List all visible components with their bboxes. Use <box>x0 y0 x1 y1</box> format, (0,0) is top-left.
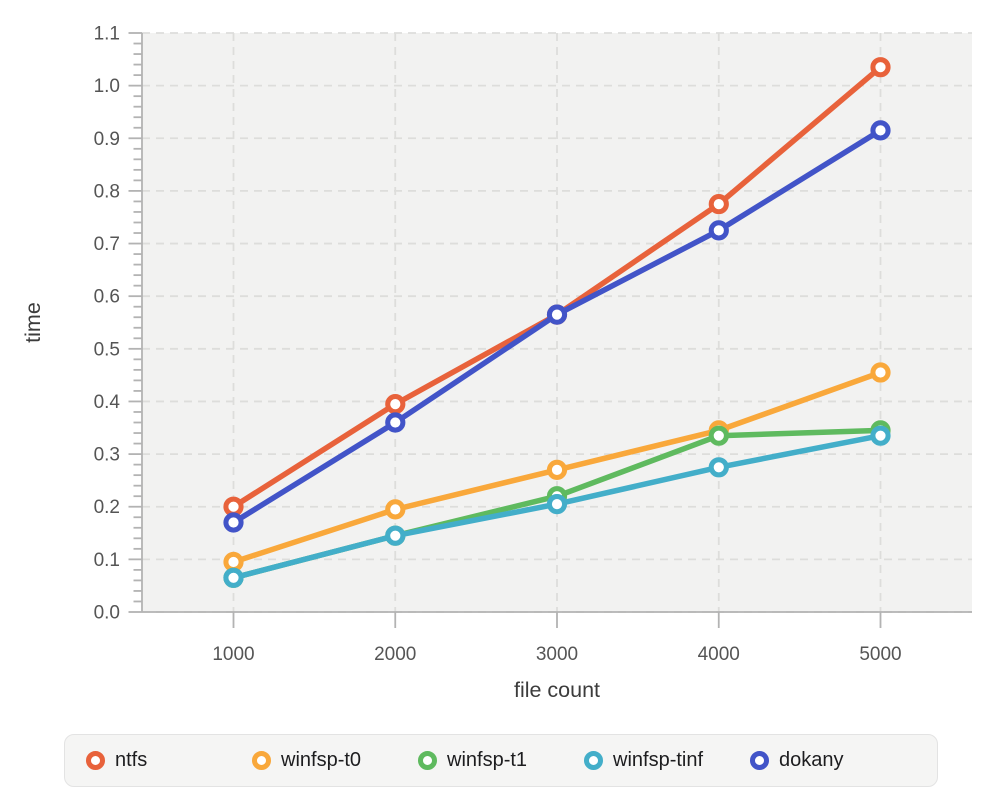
legend-item-ntfs: ntfs <box>86 749 252 772</box>
line-chart: 0.0 0.1 0.2 0.3 0.4 0.5 0.6 0.7 0.8 0.9 1.0 1.1 1000… <box>21 24 972 702</box>
series-marker-icon <box>252 751 271 770</box>
x-axis-title: file count <box>514 678 600 702</box>
data-point-dokany-2000 <box>385 412 406 433</box>
data-point-winfsp-tinf-5000 <box>870 425 891 446</box>
data-point-winfsp-t0-1000 <box>223 551 244 573</box>
svg-text:1.1: 1.1 <box>94 24 120 45</box>
data-point-ntfs-4000 <box>708 194 729 215</box>
svg-text:0.4: 0.4 <box>94 392 121 413</box>
data-point-winfsp-tinf-2000 <box>385 525 406 546</box>
legend-label: winfsp-t0 <box>281 749 362 771</box>
legend: ntfs winfsp-t0 winfsp-t1 winfsp-tinf dok… <box>64 734 938 787</box>
legend-label: ntfs <box>115 749 148 771</box>
data-point-ntfs-1000 <box>223 496 244 517</box>
legend-item-winfsp-tinf: winfsp-tinf <box>584 749 750 772</box>
legend-item-winfsp-t1: winfsp-t1 <box>418 749 584 772</box>
svg-text:3000: 3000 <box>536 644 578 665</box>
data-point-winfsp-tinf-4000 <box>708 457 729 478</box>
data-point-winfsp-tinf-1000 <box>223 567 244 588</box>
y-axis-title: time <box>21 302 45 343</box>
axes <box>128 32 972 628</box>
svg-text:0.3: 0.3 <box>94 445 120 466</box>
svg-text:5000: 5000 <box>859 644 901 665</box>
data-point-dokany-4000 <box>708 220 729 241</box>
series-marker-icon <box>86 751 105 770</box>
data-point-ntfs-2000 <box>385 394 406 415</box>
svg-text:0.5: 0.5 <box>94 339 120 360</box>
data-point-ntfs-5000 <box>870 57 891 78</box>
svg-text:0.9: 0.9 <box>94 129 120 150</box>
legend-label: winfsp-tinf <box>613 749 704 771</box>
data-point-winfsp-tinf-3000 <box>546 494 568 515</box>
svg-text:0.1: 0.1 <box>94 550 120 571</box>
data-point-winfsp-t0-2000 <box>385 499 406 520</box>
svg-text:0.2: 0.2 <box>94 497 120 518</box>
x-axis-tick-labels: 1000 2000 3000 4000 5000 <box>212 644 901 665</box>
svg-text:1000: 1000 <box>212 644 254 665</box>
svg-text:1.0: 1.0 <box>94 76 120 97</box>
svg-text:4000: 4000 <box>698 644 740 665</box>
series-dokany <box>223 120 891 533</box>
series-winfsp-tinf <box>223 425 891 588</box>
svg-text:0.6: 0.6 <box>94 287 120 308</box>
data-point-dokany-3000 <box>546 304 568 325</box>
data-point-dokany-1000 <box>223 512 244 533</box>
data-point-winfsp-t0-5000 <box>870 362 891 383</box>
data-point-dokany-5000 <box>870 120 891 141</box>
data-point-winfsp-t0-3000 <box>546 459 568 480</box>
svg-text:0.8: 0.8 <box>94 181 120 202</box>
svg-text:0.7: 0.7 <box>94 234 120 255</box>
svg-text:0.0: 0.0 <box>94 603 120 624</box>
series-marker-icon <box>418 751 437 770</box>
legend-item-dokany: dokany <box>750 749 916 772</box>
legend-label: winfsp-t1 <box>447 749 528 771</box>
series-marker-icon <box>584 751 603 770</box>
svg-text:2000: 2000 <box>374 644 416 665</box>
data-point-winfsp-t1-4000 <box>708 425 729 446</box>
series-marker-icon <box>750 751 769 770</box>
y-axis-tick-labels: 0.0 0.1 0.2 0.3 0.4 0.5 0.6 0.7 0.8 0.9 1.0 1.1 <box>94 24 121 624</box>
legend-label: dokany <box>779 749 844 771</box>
legend-item-winfsp-t0: winfsp-t0 <box>252 749 418 772</box>
